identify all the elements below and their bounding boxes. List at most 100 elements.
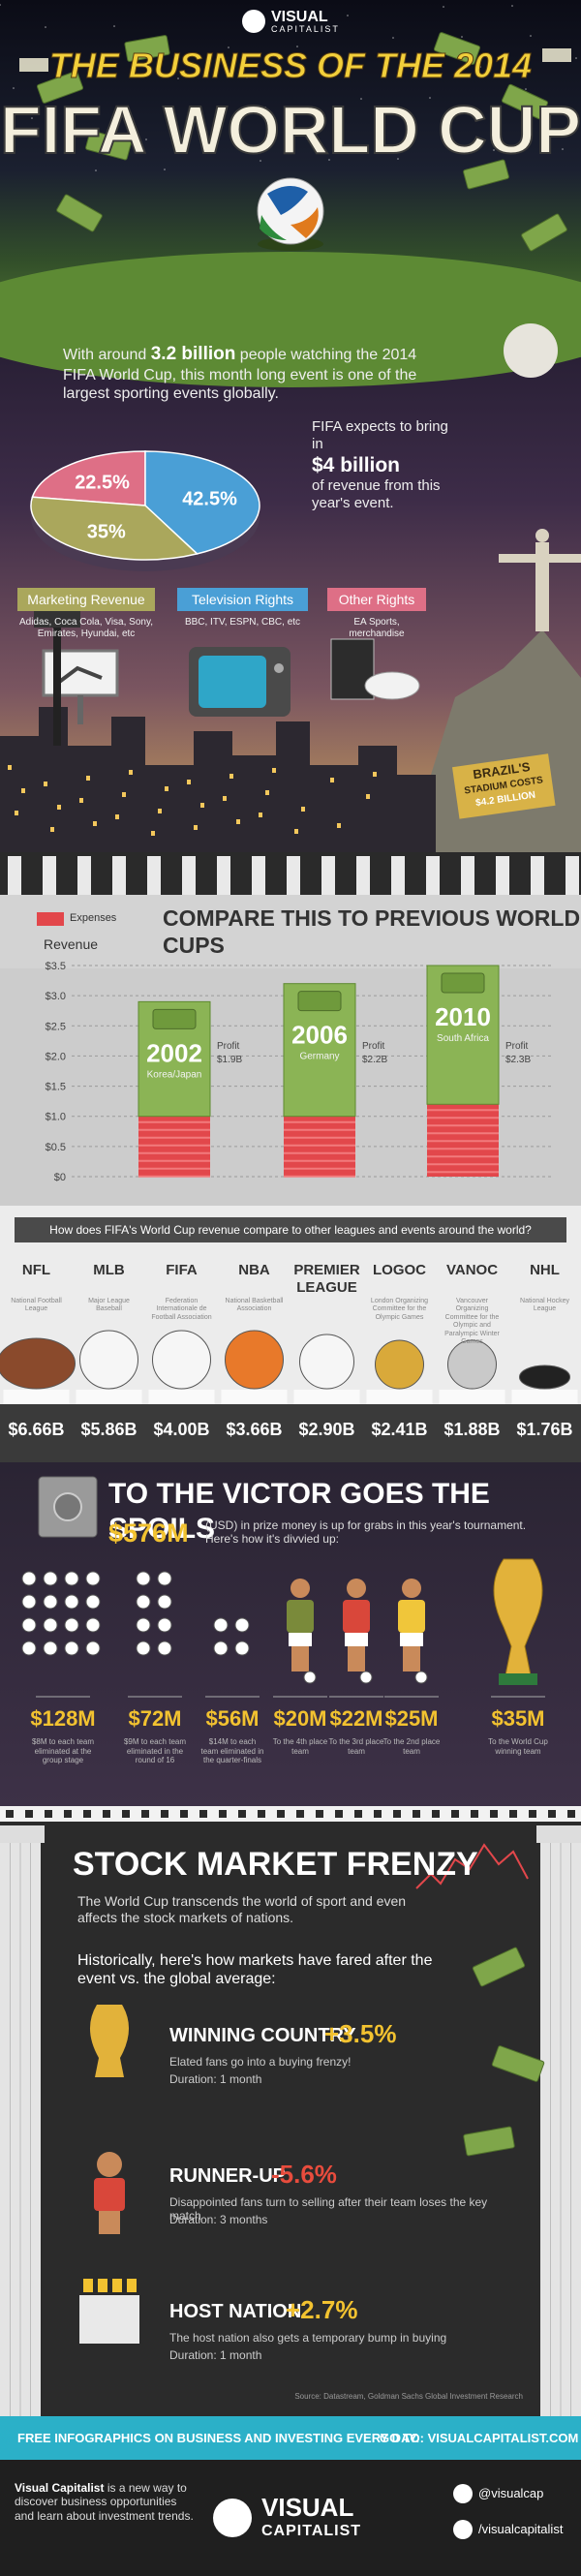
stripe-notch (509, 1810, 517, 1818)
pillar-cap (0, 1825, 45, 1843)
prize-amount: $72M (128, 1706, 182, 1731)
pedestal (439, 1390, 505, 1404)
pillar (321, 856, 335, 895)
league-ball (375, 1339, 424, 1390)
banner-right: GO TO: VISUALCAPITALIST.COM (380, 2431, 579, 2445)
ball-icon (234, 1641, 250, 1656)
money-bill (463, 2126, 515, 2157)
stripe-notch (64, 1810, 72, 1818)
statue-head (535, 529, 549, 542)
money-bill (501, 83, 549, 120)
icon-flag (127, 2279, 137, 2292)
building (111, 717, 145, 852)
trophy (493, 1558, 543, 1676)
window (366, 794, 370, 799)
star (177, 77, 179, 79)
star (525, 88, 527, 90)
prize-amount: $20M (273, 1706, 327, 1731)
star (543, 118, 545, 120)
prize-detail: $9M to each team eliminated in the round… (123, 1737, 187, 1765)
money-bill (85, 130, 132, 161)
pie-label: 42.5% (182, 488, 237, 509)
profit-value: $2.2B (362, 1055, 388, 1065)
player-head (402, 1579, 421, 1598)
facebook-handle: /visualcapitalist (478, 2522, 564, 2536)
prize-detail: To the World Cup winning team (488, 1737, 548, 1756)
icon-flag (112, 2279, 122, 2292)
league-name: NFL (21, 1262, 51, 1278)
expects-text: FIFA expects to bring in $4 billion of rev… (312, 418, 457, 512)
ball-icon (21, 1641, 37, 1656)
money-bill (463, 159, 509, 190)
money-bill (124, 35, 170, 62)
window (8, 765, 12, 770)
money-bill (56, 194, 103, 232)
league-revenue: $4.00B (153, 1420, 210, 1439)
window (79, 798, 83, 803)
league-name: PREMIER LEAGUE (293, 1262, 360, 1296)
ball-icon (21, 1617, 37, 1633)
revenue-detail: Adidas, Coca Cola, Visa, Sony, Emirates,… (18, 617, 154, 639)
window (129, 770, 133, 775)
ball-icon (43, 1641, 58, 1656)
prize-detail: $14M to each team eliminated in the quar… (200, 1737, 264, 1765)
stock-item-duration: Duration: 1 month (169, 2348, 262, 2362)
prize-amount: $22M (329, 1706, 383, 1731)
y-tick-label: $1.0 (46, 1112, 66, 1123)
building (68, 746, 111, 852)
pillar (566, 856, 579, 895)
player-head (347, 1579, 366, 1598)
year-label: 2006 (291, 1021, 348, 1050)
stripe-notch (180, 1810, 188, 1818)
stripe-notch (529, 1810, 536, 1818)
expense-bar (284, 1116, 355, 1177)
pillar (391, 856, 405, 895)
footer-about-part: is a new way to discover business opport… (15, 2481, 194, 2523)
pie-slice (30, 496, 199, 561)
stock-line (415, 1843, 529, 1889)
league-revenue: $3.66B (226, 1420, 283, 1439)
star (310, 129, 312, 131)
star (164, 169, 166, 170)
compare-title: COMPARE THIS TO PREVIOUS WORLD CUPS (163, 905, 581, 958)
league-revenue: $1.88B (443, 1420, 501, 1439)
ball-icon (43, 1571, 58, 1586)
building (232, 755, 276, 852)
stock-item-name: WINNING COUNTRY (169, 2025, 356, 2046)
moon (504, 323, 558, 378)
prize-amount: $56M (205, 1706, 260, 1731)
ball-icon (157, 1594, 172, 1610)
pillar (43, 856, 56, 895)
statue-body (535, 542, 549, 631)
window (272, 768, 276, 773)
window (259, 813, 262, 817)
footer-logo-icon (213, 2499, 252, 2537)
star (379, 128, 381, 130)
player-shirt (398, 1600, 425, 1633)
league-name: NBA (238, 1262, 270, 1278)
expense-bar (138, 1116, 210, 1177)
star (214, 138, 216, 139)
revenue-type: Other Rights (327, 588, 426, 611)
stripe-notch (161, 1810, 168, 1818)
window (373, 772, 377, 777)
league-detail: National Basketball Association (225, 1298, 284, 1313)
stripe-notch (548, 1810, 556, 1818)
prize-amount: $128M (30, 1706, 96, 1731)
field (0, 252, 581, 387)
star (228, 46, 229, 48)
star (411, 67, 413, 69)
revenue-detail: BBC, ITV, ESPN, CBC, etc (184, 617, 301, 628)
pillar (217, 856, 230, 895)
billboard-logo (56, 665, 103, 685)
stripe-notch (354, 1810, 362, 1818)
star (530, 35, 532, 37)
star (328, 159, 330, 161)
expects-part: of revenue from this year's event. (312, 477, 441, 512)
star (392, 37, 394, 39)
banner-left: FREE INFOGRAPHICS ON BUSINESS AND INVEST… (17, 2431, 420, 2445)
icon-head (97, 2152, 122, 2177)
host-label: South Africa (437, 1033, 489, 1044)
stock-item-duration: Duration: 1 month (169, 2072, 262, 2086)
